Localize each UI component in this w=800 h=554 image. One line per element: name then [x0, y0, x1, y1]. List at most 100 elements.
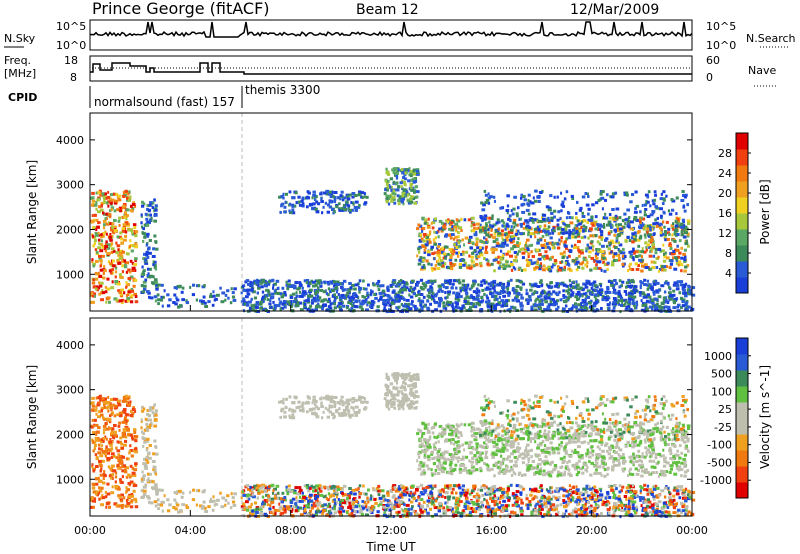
- velocity-cell: [232, 503, 237, 507]
- power-cell: [594, 254, 598, 258]
- power-cell: [440, 221, 444, 225]
- power-cell: [686, 264, 690, 267]
- power-cell: [668, 212, 673, 216]
- power-cell: [493, 232, 496, 236]
- power-cell: [641, 264, 645, 268]
- power-cell: [117, 248, 120, 252]
- power-cell: [231, 291, 235, 295]
- power-cell: [553, 300, 557, 304]
- power-cell: [358, 299, 361, 303]
- power-cell: [563, 222, 566, 226]
- velocity-cell: [563, 512, 566, 516]
- power-cell: [154, 283, 158, 287]
- power-cell: [400, 280, 405, 284]
- power-cell: [130, 289, 135, 293]
- power-cell: [429, 302, 432, 306]
- power-cell: [308, 288, 313, 292]
- power-cell: [464, 302, 468, 306]
- power-cell: [290, 305, 293, 308]
- velocity-cell: [571, 509, 575, 513]
- power-cell: [505, 243, 509, 247]
- power-cell: [677, 217, 680, 221]
- power-cell: [318, 279, 322, 283]
- velocity-cell: [159, 503, 164, 507]
- power-cell: [450, 227, 453, 231]
- velocity-cell: [220, 505, 225, 509]
- power-cell: [683, 258, 687, 262]
- velocity-cell: [141, 405, 144, 409]
- velocity-cell: [166, 498, 170, 502]
- power-cell: [491, 214, 494, 218]
- power-cell: [525, 241, 528, 245]
- power-cell: [430, 247, 434, 251]
- power-cell: [398, 280, 401, 284]
- velocity-cell: [168, 503, 172, 507]
- velocity-cell: [632, 505, 635, 509]
- power-cell: [649, 204, 652, 208]
- power-cell: [612, 306, 616, 310]
- power-cell: [396, 308, 400, 312]
- velocity-cell: [112, 454, 116, 458]
- power-cell: [103, 223, 106, 227]
- power-cell: [684, 242, 689, 245]
- velocity-cell: [121, 420, 125, 424]
- power-cell: [112, 198, 115, 202]
- power-cell: [358, 305, 363, 309]
- power-cell: [514, 267, 517, 271]
- power-cell: [580, 251, 584, 255]
- power-cell: [595, 263, 598, 267]
- power-cell: [675, 196, 679, 200]
- power-cell: [626, 219, 631, 223]
- power-cell: [530, 305, 534, 309]
- velocity-cell: [113, 434, 118, 438]
- power-cell: [594, 222, 598, 226]
- power-cell: [342, 304, 346, 308]
- power-cell: [605, 223, 610, 227]
- power-cell: [96, 288, 99, 292]
- power-cell: [553, 215, 556, 219]
- power-cell: [231, 295, 236, 299]
- power-cell: [406, 193, 410, 197]
- power-cell: [571, 259, 576, 263]
- power-cell: [272, 300, 275, 304]
- power-cell: [110, 206, 115, 210]
- power-cell: [127, 290, 132, 294]
- velocity-cell: [132, 428, 137, 432]
- power-cell: [492, 258, 495, 262]
- velocity-cell: [219, 491, 222, 495]
- power-cell: [640, 269, 644, 273]
- power-cell: [627, 222, 630, 226]
- power-cell: [591, 223, 596, 227]
- power-cell: [560, 229, 563, 233]
- power-cell: [614, 191, 618, 195]
- velocity-cell: [691, 491, 696, 495]
- power-cell: [668, 244, 673, 247]
- power-colorbar-tick-label: 4: [725, 267, 732, 280]
- power-cell: [506, 283, 510, 287]
- power-cell: [347, 206, 350, 210]
- power-cell: [456, 225, 459, 228]
- power-cell: [614, 230, 617, 234]
- power-cell: [578, 208, 582, 212]
- power-cell: [390, 198, 393, 201]
- power-cell: [527, 199, 530, 202]
- velocity-cell: [635, 505, 638, 509]
- cpid-mode-2: themis 3300: [245, 83, 320, 97]
- velocity-cell: [99, 464, 103, 468]
- velocity-cell: [97, 396, 101, 399]
- power-cell: [601, 244, 605, 248]
- power-cell: [444, 307, 448, 311]
- power-cell: [521, 210, 526, 214]
- velocity-cell: [621, 506, 624, 510]
- power-cell: [666, 238, 670, 241]
- power-cell: [149, 213, 152, 217]
- power-cell: [434, 294, 438, 298]
- power-cell: [517, 237, 520, 241]
- power-cell: [499, 256, 502, 260]
- power-cell: [315, 200, 319, 204]
- power-cell: [395, 306, 399, 310]
- power-cell: [298, 294, 303, 298]
- power-cell: [247, 300, 252, 304]
- power-colorbar-swatch: [736, 261, 748, 278]
- power-cell: [497, 301, 502, 305]
